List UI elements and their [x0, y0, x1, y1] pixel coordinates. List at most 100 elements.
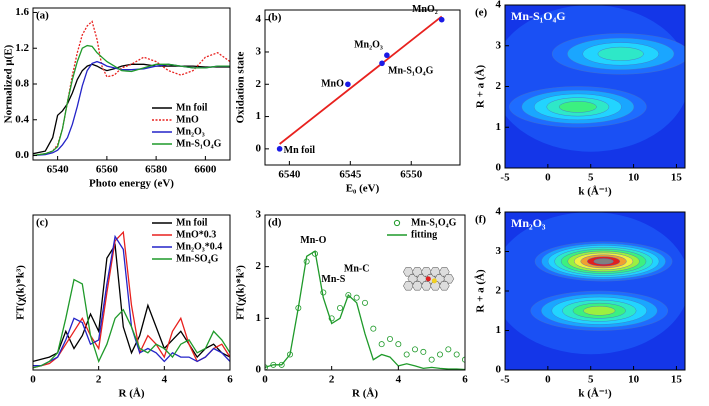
contour-level: [583, 305, 616, 316]
x-tick-label: 6540: [278, 169, 301, 181]
x-tick-label: 4: [396, 374, 402, 386]
x-tick-label: 0: [545, 172, 551, 184]
x-tick-label: 2: [329, 374, 335, 386]
plot-area: [276, 15, 445, 152]
x-tick-label: 5: [588, 374, 594, 386]
data-point: [336, 304, 343, 311]
contour-level: [505, 5, 685, 152]
y-tick-label: 1: [496, 121, 502, 133]
plot-area: [33, 20, 230, 157]
x-axis-label: k (Å⁻¹): [578, 388, 612, 400]
panel-label: (b): [268, 12, 282, 24]
y-tick-label: 1: [256, 110, 262, 122]
data-point: [438, 16, 445, 23]
data-point: [420, 348, 427, 355]
data-point: [403, 351, 410, 358]
panel-label: (e): [475, 7, 488, 19]
x-tick-label: -5: [500, 374, 510, 386]
data-point: [436, 351, 443, 358]
data-point: [453, 351, 460, 358]
x-axis-label: Photo energy (eV): [89, 178, 174, 190]
peak-annotation: Mn-S: [321, 274, 345, 285]
peak-annotation: Mn-O: [300, 235, 326, 246]
data-point: [276, 146, 283, 152]
inset-atom: [431, 278, 437, 284]
plot-area: [265, 250, 465, 370]
x-tick-label: 0: [262, 374, 268, 386]
y-axis-label: R + a (Å): [475, 65, 487, 109]
data-point: [411, 346, 418, 353]
y-tick-label: 0.0: [15, 149, 29, 161]
panel-label: (a): [36, 10, 49, 22]
panel-label: (c): [36, 217, 49, 229]
series-line: [33, 20, 230, 157]
series-line: [265, 250, 465, 370]
data-point: [428, 356, 435, 363]
x-tick-label: 2: [96, 374, 102, 386]
panel-label: (f): [475, 214, 486, 226]
point-label: MnO: [321, 79, 344, 90]
y-tick-label: 3: [256, 46, 262, 58]
data-point: [328, 315, 335, 322]
x-tick-label: 6545: [339, 169, 362, 181]
x-tick-label: 6560: [96, 164, 119, 176]
y-tick-label: 1.6: [15, 6, 29, 18]
y-tick-label: 3: [256, 209, 262, 221]
y-tick-label: 0: [256, 142, 262, 154]
peak-annotation: Mn-C: [344, 264, 370, 275]
x-axis-label: R (Å): [352, 388, 378, 400]
data-point: [345, 292, 352, 299]
x-tick-label: 4: [162, 374, 168, 386]
inset-hexagon: [412, 281, 423, 291]
x-tick-label: 15: [671, 172, 683, 184]
y-tick-label: 2: [256, 260, 262, 272]
inset-hexagon: [403, 281, 414, 291]
data-point: [370, 325, 377, 332]
legend-label: Mn foil: [176, 102, 208, 113]
y-axis-label: FT(χ(k)*k³): [15, 265, 27, 320]
axes-frame: [264, 9, 461, 166]
data-point: [395, 341, 402, 348]
x-tick-label: 6600: [194, 164, 217, 176]
x-tick-label: 6: [462, 374, 468, 386]
panel: Mn foil MnO Mn₂O₃ Mn-S₁O₄G MnO₂ 6540 6545 6550 0…: [235, 4, 461, 195]
legend-label: fitting: [411, 229, 437, 240]
y-tick-label: 4: [496, 0, 502, 11]
point-label: Mn foil: [284, 145, 316, 156]
y-tick-label: 4: [496, 206, 502, 218]
x-axis-label: R (Å): [119, 388, 145, 400]
contour-level: [593, 258, 614, 265]
x-tick-label: 0: [30, 374, 36, 386]
y-axis-label: Oxidation state: [235, 51, 247, 123]
data-point: [378, 341, 385, 348]
x-tick-label: 6: [227, 374, 233, 386]
point-label: Mn₂O₃: [354, 40, 383, 51]
y-tick-label: 0: [496, 364, 502, 376]
plot-area: [33, 230, 230, 369]
point-label: MnO₂: [412, 4, 438, 15]
data-point: [386, 335, 393, 342]
x-tick-label: 0: [545, 374, 551, 386]
fit-line: [279, 15, 443, 145]
inset-hexagon: [439, 281, 450, 291]
map-title: Mn₂O₃: [511, 216, 546, 230]
x-tick-label: 6550: [400, 169, 423, 181]
y-tick-label: 2: [496, 285, 502, 297]
x-axis-label: k (Å⁻¹): [578, 186, 612, 198]
legend-label: Mn₂O₃: [176, 126, 205, 137]
data-point: [353, 294, 360, 301]
x-tick-label: 5: [588, 172, 594, 184]
y-tick-label: 0.4: [15, 113, 29, 125]
plot-area: [505, 212, 685, 370]
axes-frame: [264, 214, 466, 371]
y-tick-label: 0: [496, 162, 502, 174]
data-point: [265, 364, 268, 370]
y-tick-label: 1.2: [15, 42, 29, 54]
x-tick-label: 6540: [47, 164, 70, 176]
y-tick-label: 0: [256, 364, 262, 376]
legend-label: MnO: [176, 114, 199, 125]
